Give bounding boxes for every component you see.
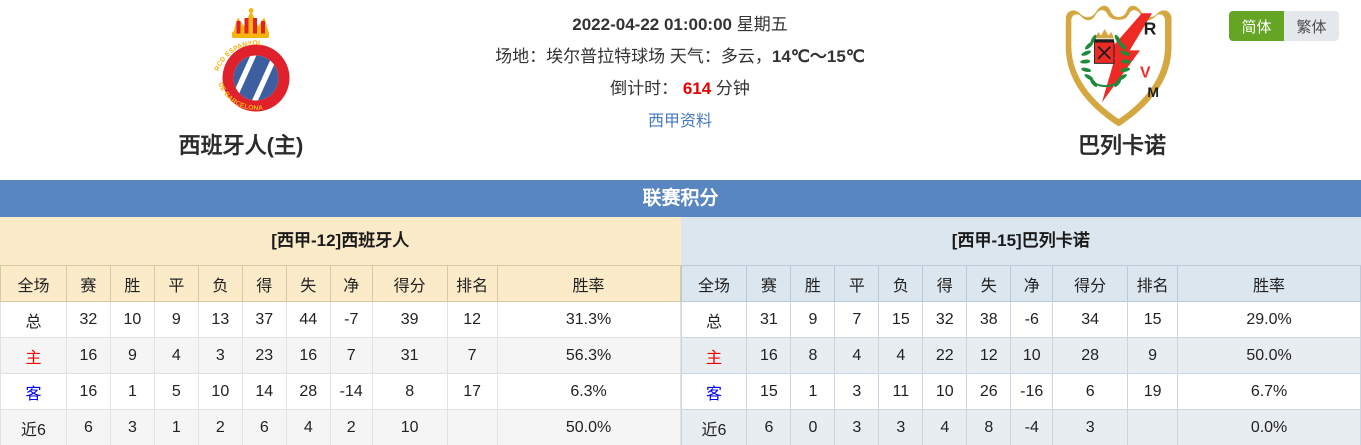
- svg-text:V: V: [1140, 64, 1151, 81]
- svg-text:R: R: [1144, 19, 1157, 39]
- svg-text:M: M: [1147, 84, 1159, 100]
